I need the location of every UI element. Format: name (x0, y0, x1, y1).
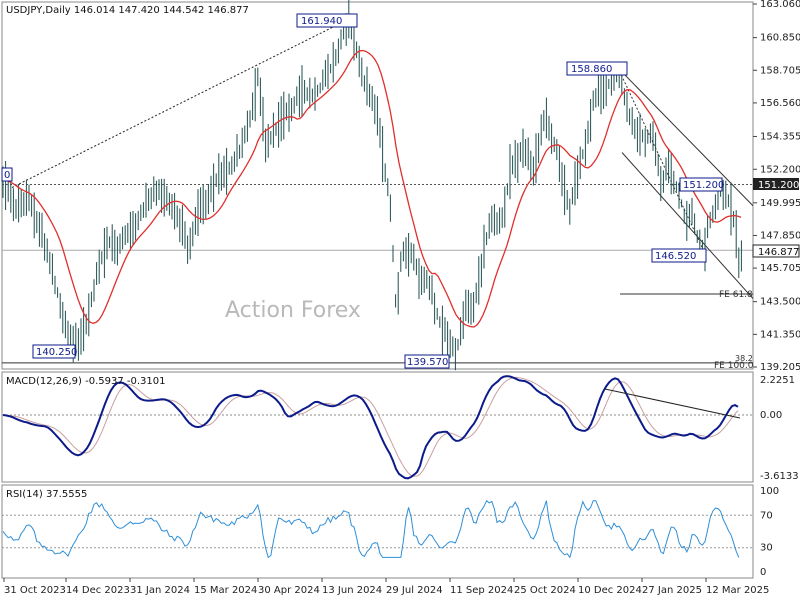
price-y-tick-label: 156.560 (760, 98, 800, 109)
fe1000-label: FE 100.0 (714, 361, 754, 371)
label-158860: 158.860 (566, 61, 628, 76)
macd-header: MACD(12,26,9) -0.5937 -0.3101 (6, 376, 166, 387)
price-tag-last-text: 146.877 (758, 247, 799, 258)
price-y-tick-label: 147.850 (760, 230, 800, 241)
rsi-y-tick-label: 70 (760, 510, 773, 521)
price-y-tick-label: 154.355 (760, 131, 800, 142)
price-tag-last: 146.877 (752, 244, 800, 258)
trendline-dashed-rise (11, 20, 346, 188)
label-140250: 140.250 (32, 344, 77, 359)
rsi-header: RSI(14) 37.5555 (6, 489, 87, 500)
x-tick-label: 12 Mar 2025 (706, 585, 769, 596)
label-139570: 139.570 (404, 354, 450, 369)
rsi-y-tick-label: 100 (760, 486, 779, 497)
label-146520: 146.520 (651, 248, 707, 263)
x-tick-label: 11 Sep 2024 (450, 585, 513, 596)
price-layer (2, 0, 754, 371)
rsi-panel-frame (1, 484, 754, 579)
label-139570-text: 139.570 (407, 357, 448, 368)
label-151200: 151.200 (679, 177, 724, 192)
label-140250-text: 140.250 (36, 347, 77, 358)
price-panel-frame (1, 1, 754, 370)
price-y-tick-label: 141.350 (760, 329, 800, 340)
x-tick-label: 25 Oct 2024 (514, 585, 576, 596)
price-header: USDJPY,Daily 146.014 147.420 144.542 146… (6, 5, 249, 16)
price-tag-151200: 151.200 (753, 178, 799, 191)
macd-y-tick-label: 2.2251 (760, 375, 795, 386)
macd-line (2, 375, 739, 480)
retrace-dashed-line (617, 67, 707, 256)
left-clip-label-text: 0 (4, 170, 10, 181)
price-y-tick-label: 149.995 (760, 198, 800, 209)
label-151200-text: 151.200 (683, 180, 724, 191)
label-161940-text: 161.940 (301, 16, 342, 27)
moving-average-line (2, 49, 742, 328)
x-tick-label: 30 Apr 2024 (258, 585, 320, 596)
price-tag-151200-text: 151.200 (758, 180, 799, 191)
x-tick-label: 14 Dec 2023 (66, 585, 130, 596)
price-y-tick-label: 139.205 (760, 362, 800, 373)
price-y-tick-label: 158.705 (760, 65, 800, 76)
price-y-tick-label: 152.200 (760, 164, 800, 175)
left-clip-label: 0 (1, 167, 13, 182)
label-158860-text: 158.860 (571, 64, 612, 75)
x-tick-label: 15 Mar 2024 (194, 585, 257, 596)
x-tick-label: 13 Jun 2024 (322, 585, 382, 596)
price-y-tick-label: 143.500 (760, 297, 800, 308)
macd-layer (2, 375, 753, 480)
price-y-tick-label: 163.060 (760, 0, 800, 10)
label-161940: 161.940 (296, 13, 358, 28)
label-146520-text: 146.520 (655, 251, 696, 262)
x-tick-label: 27 Jan 2025 (642, 585, 702, 596)
macd-panel-frame (1, 371, 754, 483)
axis-layer: 163.060 160.850 158.705 156.560 154.355 152.2… (3, 0, 800, 596)
rsi-line (2, 499, 740, 559)
watermark: Action Forex (225, 298, 361, 323)
price-y-tick-label: 145.705 (760, 263, 800, 274)
x-tick-label: 10 Dec 2024 (578, 585, 642, 596)
macd-trendline (604, 388, 741, 419)
rsi-layer (2, 499, 753, 559)
fe618-label: FE 61.8 (719, 290, 753, 300)
rsi-y-tick-label: 30 (760, 543, 773, 554)
x-tick-label: 29 Jul 2024 (386, 585, 443, 596)
price-y-tick-label: 160.850 (760, 33, 800, 44)
macd-y-tick-label: 0.00 (760, 410, 782, 421)
fe382-label: 38.2 (735, 354, 753, 363)
macd-signal-line (2, 376, 739, 477)
x-tick-label: 31 Jan 2024 (130, 585, 190, 596)
rsi-y-tick-label: 0 (760, 567, 766, 578)
channel-lower-line (621, 152, 754, 299)
macd-y-tick-label: -3.6133 (760, 471, 799, 482)
x-tick-label: 31 Oct 2023 (4, 585, 66, 596)
